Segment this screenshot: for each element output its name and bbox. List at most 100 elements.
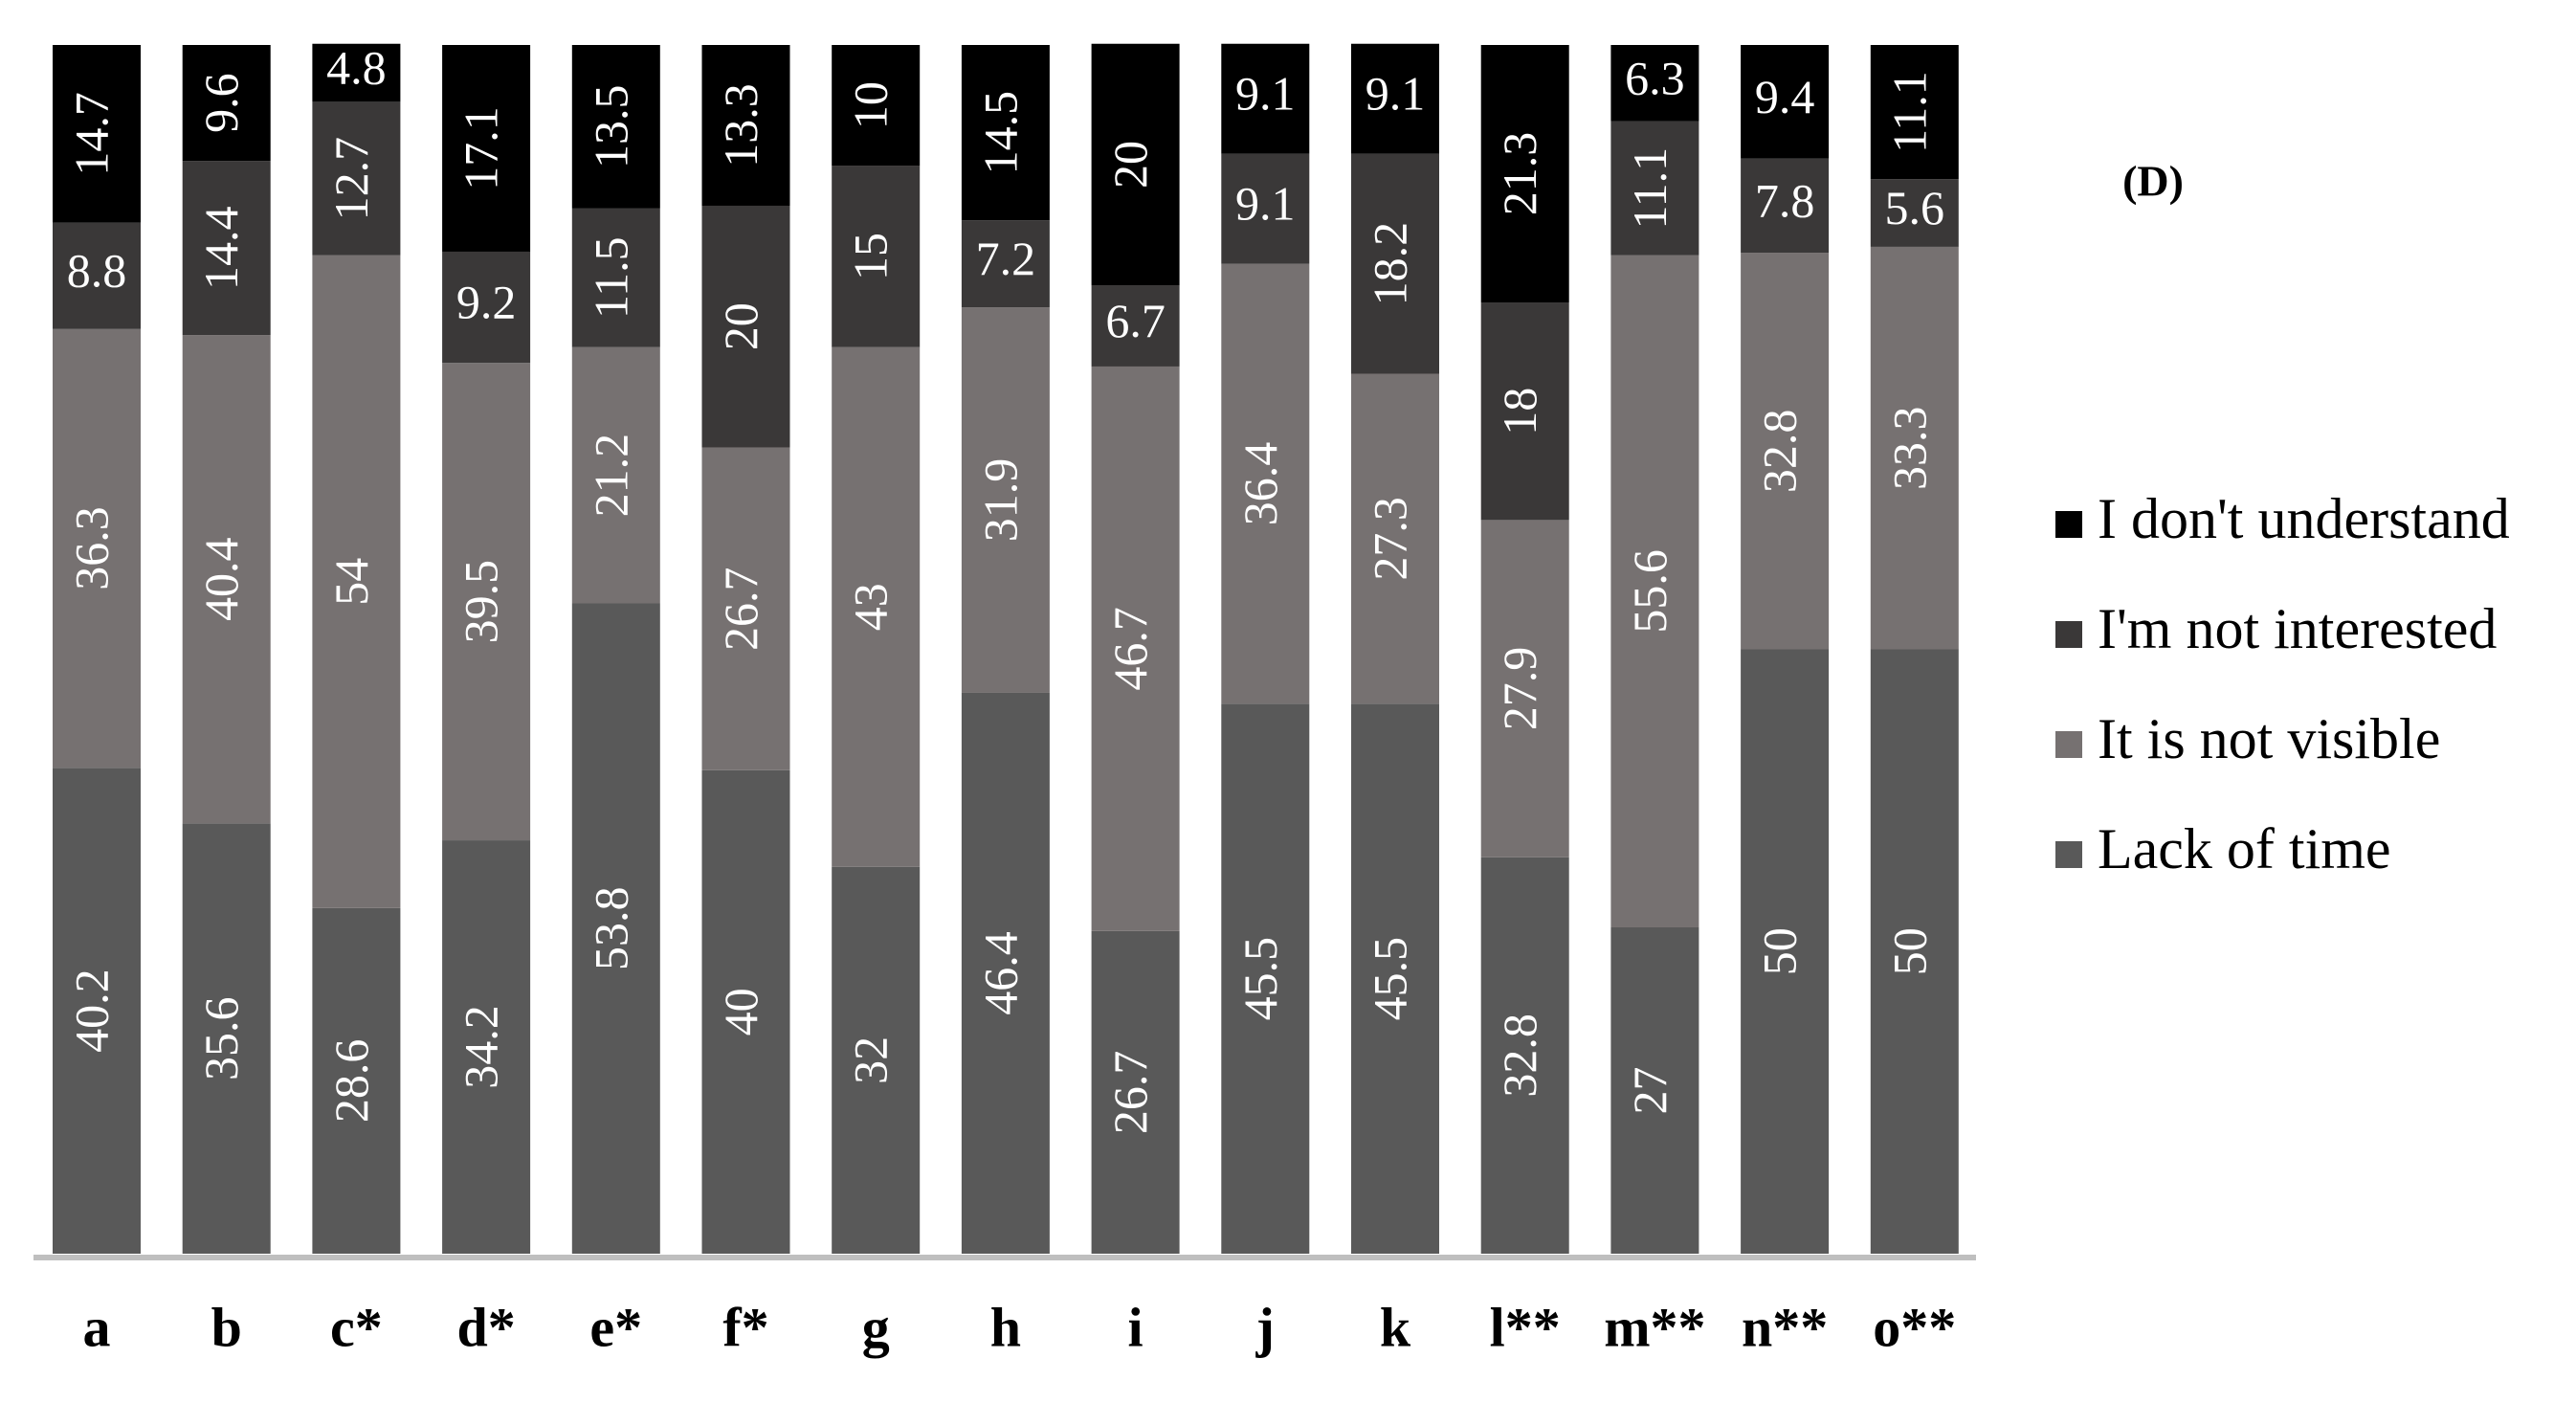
bar-segment (1091, 366, 1180, 931)
data-label: 54 (324, 558, 378, 606)
bar-segment (1221, 43, 1310, 154)
bar-segment (1351, 43, 1439, 154)
bar-segment (571, 346, 660, 604)
data-label: 20 (714, 302, 767, 350)
bar-segment (442, 45, 531, 252)
bar-segment (1870, 649, 1959, 1254)
data-label: 45.5 (1233, 937, 1287, 1021)
data-label: 26.7 (1103, 1051, 1157, 1135)
data-label: 6.7 (1105, 294, 1166, 347)
data-label: 43 (844, 583, 898, 631)
bar-segment (53, 768, 141, 1254)
bar-segment (1221, 153, 1310, 264)
bar-segment (53, 45, 141, 223)
legend-swatch (2055, 731, 2082, 758)
x-tick-label: i (1128, 1296, 1144, 1358)
bar-segment (442, 251, 531, 364)
data-label: 40.2 (64, 969, 118, 1053)
data-label: 11.5 (584, 236, 637, 319)
data-label: 50 (1753, 927, 1807, 975)
data-label: 5.6 (1885, 181, 1945, 234)
data-label: 32.8 (1753, 410, 1807, 494)
bar-segment (1741, 649, 1830, 1254)
data-label: 11.1 (1623, 147, 1677, 230)
data-label: 20 (1103, 141, 1157, 189)
bar-segment (312, 43, 401, 102)
bar-segment (1091, 930, 1180, 1254)
legend-swatch (2055, 621, 2082, 648)
data-label: 45.5 (1363, 937, 1416, 1021)
data-label: 39.5 (455, 560, 508, 644)
bar-segment (701, 205, 790, 448)
bar-segment (571, 208, 660, 347)
data-label: 14.4 (194, 206, 248, 290)
bar-segment (312, 907, 401, 1254)
data-label: 4.8 (326, 41, 387, 95)
bar-segment (1351, 153, 1439, 374)
data-label: 9.6 (194, 73, 248, 133)
data-label: 40.4 (194, 537, 248, 621)
data-label: 9.1 (1235, 177, 1296, 231)
bar-segment (1480, 302, 1569, 521)
data-label: 9.1 (1235, 67, 1296, 121)
legend-label: Lack of time (2098, 817, 2391, 880)
x-tick-label: d* (456, 1296, 515, 1358)
data-label: 15 (844, 233, 898, 280)
bar-segment (1221, 703, 1310, 1254)
bar-segment (1610, 121, 1699, 256)
data-label: 46.4 (973, 931, 1027, 1015)
x-tick-label: j (1255, 1296, 1275, 1358)
bar-segment (1610, 45, 1699, 122)
x-tick-label: h (990, 1296, 1021, 1358)
data-label: 32.8 (1493, 1013, 1546, 1098)
data-label: 9.4 (1755, 70, 1815, 123)
bar-segment (1610, 255, 1699, 927)
data-label: 8.8 (67, 244, 127, 298)
data-label: 14.7 (64, 92, 118, 176)
bar-segment (1741, 253, 1830, 650)
bar-segment (832, 45, 921, 167)
data-label: 7.8 (1755, 173, 1815, 227)
bar-segment (832, 346, 921, 867)
data-label: 18.2 (1363, 222, 1416, 306)
bar-segment (182, 335, 271, 824)
data-label: 33.3 (1882, 406, 1936, 490)
data-label: 28.6 (324, 1039, 378, 1124)
bar-segment (961, 692, 1050, 1254)
bar-segment (312, 101, 401, 256)
bar-segment (571, 45, 660, 209)
bar-segment (1741, 158, 1830, 254)
data-label: 34.2 (455, 1005, 508, 1089)
x-tick-label: e* (589, 1296, 642, 1358)
bar-segment (1480, 520, 1569, 857)
x-tick-label: f* (722, 1296, 768, 1358)
data-label: 18 (1493, 388, 1546, 435)
bar-segment (961, 307, 1050, 693)
data-label: 9.2 (456, 276, 517, 329)
bar-segment (571, 603, 660, 1254)
x-tick-label: c* (330, 1296, 383, 1358)
bar-segment (1741, 45, 1830, 159)
x-tick-label: n** (1742, 1296, 1828, 1358)
data-label: 46.7 (1103, 607, 1157, 691)
data-label: 21.3 (1493, 132, 1546, 216)
data-label: 13.3 (714, 83, 767, 167)
data-label: 26.7 (714, 567, 767, 651)
data-label: 12.7 (324, 137, 378, 221)
data-label: 17.1 (455, 106, 508, 190)
bar-segment (701, 769, 790, 1254)
bar-segment (961, 220, 1050, 308)
bar-segment (1351, 373, 1439, 704)
x-tick-label: k (1380, 1296, 1411, 1358)
bar-segment (1351, 703, 1439, 1254)
bar-segment (442, 840, 531, 1254)
bar-segment (312, 255, 401, 908)
data-label: 14.5 (973, 91, 1027, 175)
x-tick-label: b (211, 1296, 242, 1358)
data-label: 32 (844, 1036, 898, 1084)
bar-segment (182, 823, 271, 1254)
bar-segment (1480, 857, 1569, 1254)
x-tick-label: l** (1490, 1296, 1561, 1358)
data-label: 10 (844, 81, 898, 129)
